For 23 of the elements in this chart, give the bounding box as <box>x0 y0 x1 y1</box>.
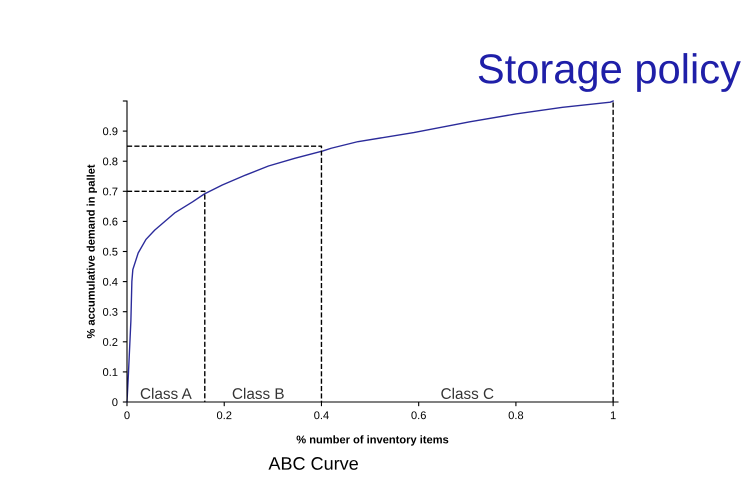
x-tick-label: 0.2 <box>216 411 232 420</box>
y-tick-label: 0.3 <box>102 308 118 316</box>
y-axis-title: % accumulative demand in pallet <box>86 164 97 338</box>
annotation: Class B <box>232 388 284 399</box>
y-tick-label: 0.8 <box>102 157 118 166</box>
x-tick-label: 1 <box>610 411 616 420</box>
y-tick-label: 0.7 <box>102 188 118 196</box>
chart-title: Storage policy <box>478 53 741 92</box>
x-tick-label: 0.4 <box>314 411 329 420</box>
x-axis-title: % number of inventory items <box>296 435 448 446</box>
x-tick-label: 0 <box>124 411 130 420</box>
y-tick-label: 0 <box>112 398 118 406</box>
y-tick-label: 0.9 <box>102 127 118 136</box>
annotation: Class C <box>441 388 494 399</box>
y-tick-label: 0.6 <box>102 218 118 226</box>
annotation: Class A <box>140 388 192 399</box>
x-tick-label: 0.6 <box>411 411 426 420</box>
text: ABC Curve <box>268 457 358 470</box>
x-tick-label: 0.8 <box>508 411 524 420</box>
y-tick-label: 0.2 <box>102 338 118 346</box>
y-tick-label: 0.1 <box>102 368 118 376</box>
y-tick-label: 0.4 <box>102 278 118 286</box>
y-tick-label: 0.5 <box>102 248 118 256</box>
